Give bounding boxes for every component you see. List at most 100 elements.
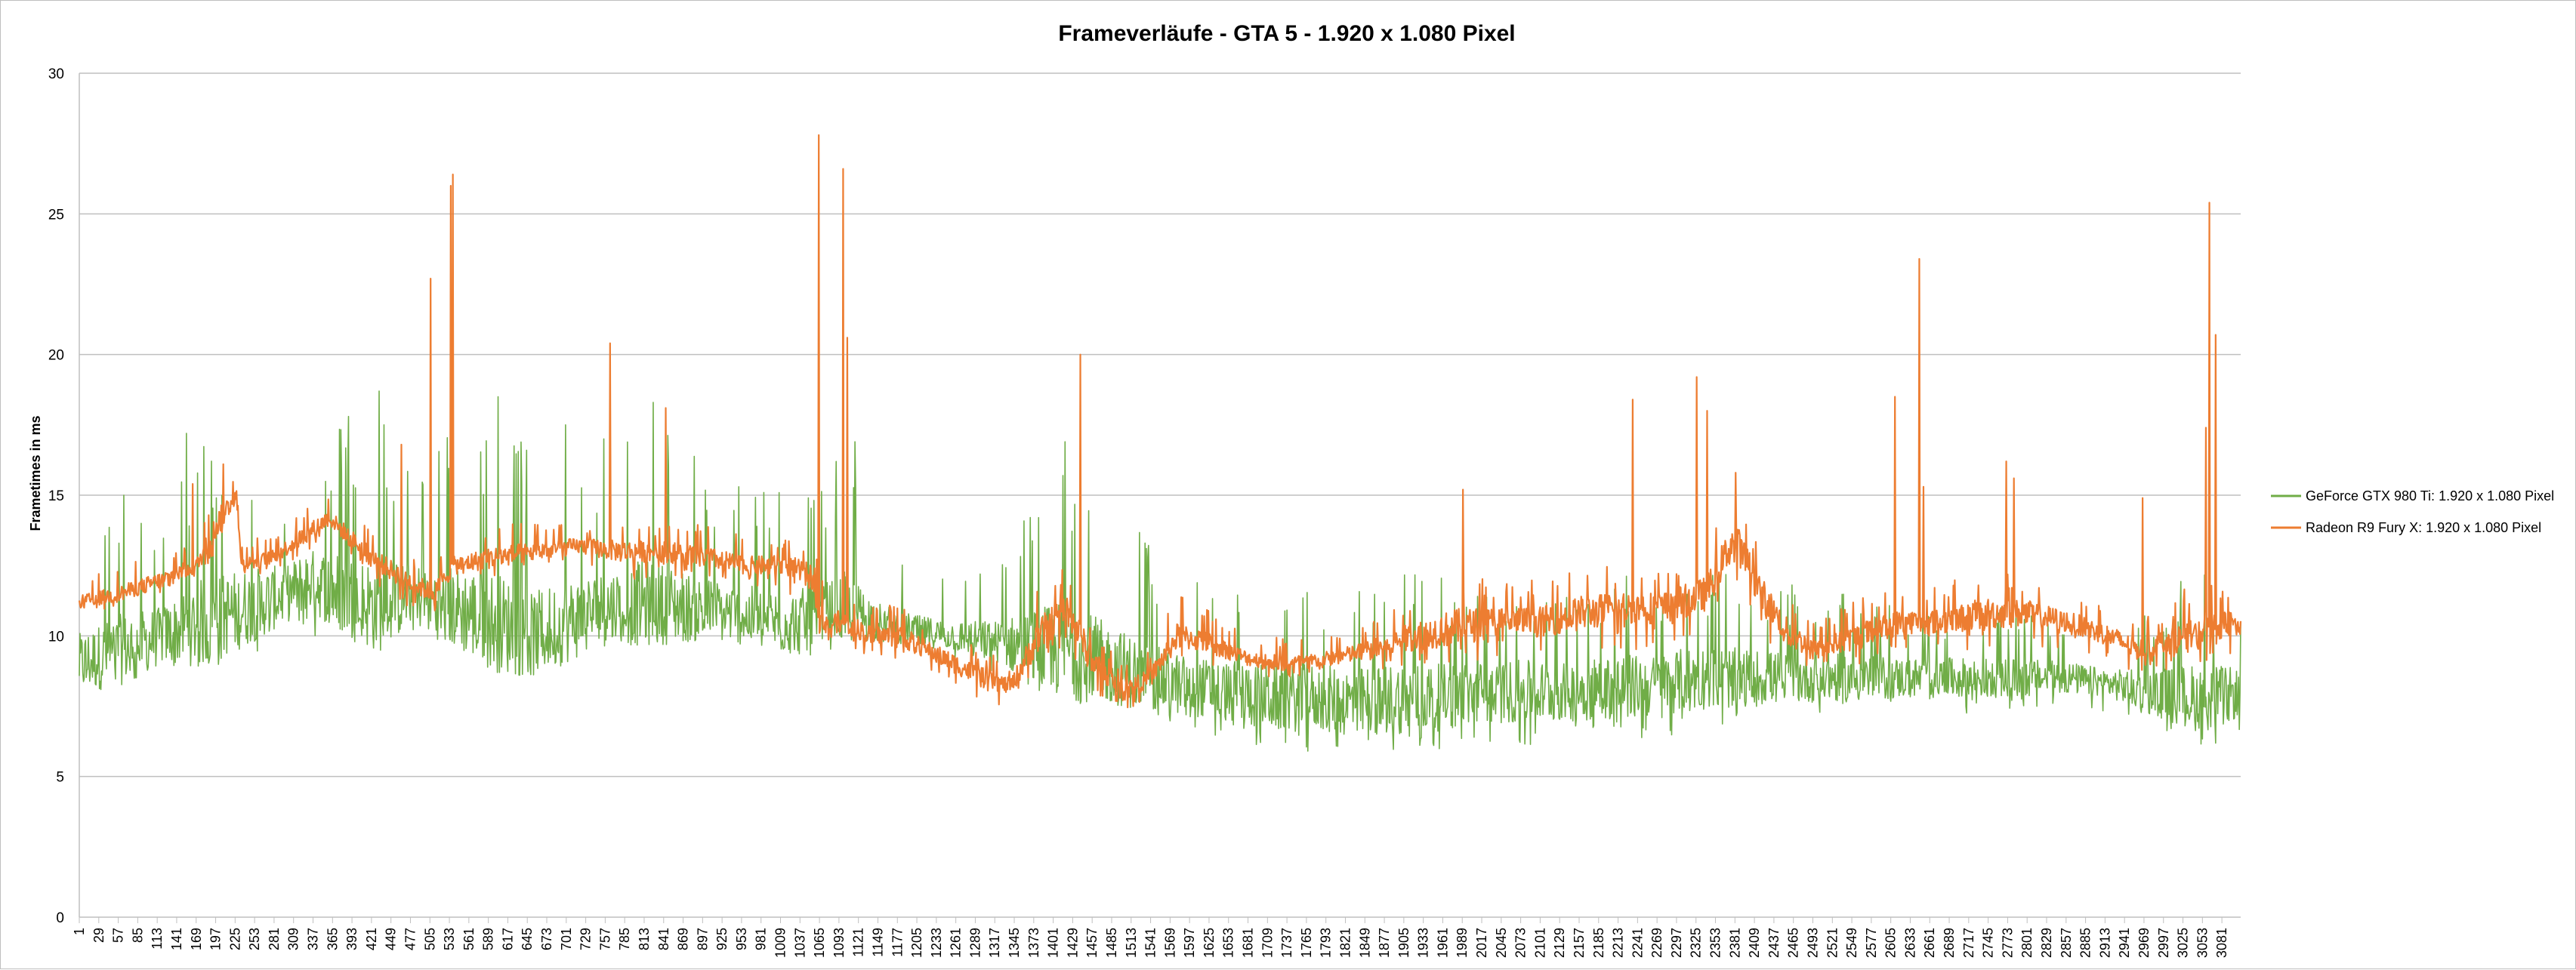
x-tick-label: 2017: [1474, 928, 1489, 958]
x-tick-label: 2941: [2117, 928, 2132, 958]
x-tick-label: 1373: [1026, 928, 1041, 958]
x-tick-label: 1: [72, 928, 87, 935]
series-line-radeon: [78, 134, 2242, 709]
x-tick-label: 1177: [890, 928, 905, 957]
y-tick-label: 15: [48, 488, 64, 504]
x-tick-label: 113: [150, 928, 165, 950]
x-tick-label: 2241: [1630, 928, 1645, 958]
x-tick-label: 2773: [2000, 928, 2015, 958]
x-tick-label: 813: [637, 928, 652, 950]
x-tick-label: 449: [384, 928, 399, 950]
x-tick-label: 1233: [929, 928, 944, 958]
x-tick-label: 2801: [2019, 928, 2035, 958]
x-tick-label: 57: [111, 928, 126, 943]
x-tick-label: 617: [500, 928, 515, 950]
x-tick-label: 1317: [987, 928, 1002, 958]
x-tick-label: 1737: [1279, 928, 1294, 958]
x-tick-label: 701: [559, 928, 574, 950]
x-tick-label: 2549: [1844, 928, 1859, 958]
x-tick-label: 2577: [1864, 928, 1879, 958]
series-lines: [78, 134, 2242, 752]
x-tick-label: 505: [422, 928, 437, 950]
x-tick-label: 1093: [831, 928, 847, 958]
x-tick-label: 981: [754, 928, 769, 950]
x-tick-label: 2157: [1572, 928, 1587, 958]
x-tick-label: 2325: [1689, 928, 1704, 958]
x-tick-label: 3053: [2195, 928, 2210, 958]
x-tick-label: 533: [442, 928, 457, 950]
y-tick-label: 0: [56, 910, 64, 926]
x-tick-label: 337: [306, 928, 321, 950]
x-tick-label: 2073: [1513, 928, 1529, 958]
x-tick-label: 3081: [2214, 928, 2229, 958]
x-tick-label: 2129: [1552, 928, 1567, 958]
x-tick-label: 1289: [967, 928, 983, 958]
legend-label: GeForce GTX 980 Ti: 1.920 x 1.080 Pixel: [2306, 488, 2554, 503]
x-tick-label: 1709: [1260, 928, 1275, 958]
x-tick-label: 1065: [812, 928, 827, 958]
x-tick-label: 1989: [1455, 928, 1470, 958]
x-tick-label: 253: [247, 928, 262, 950]
x-tick-label: 589: [481, 928, 496, 950]
x-tick-label: 1961: [1435, 928, 1450, 958]
x-tick-label: 1037: [792, 928, 807, 958]
x-tick-label: 1933: [1416, 928, 1431, 958]
x-tick-label: 1625: [1202, 928, 1217, 958]
x-tick-label: 1569: [1162, 928, 1177, 958]
x-tick-label: 841: [656, 928, 671, 950]
x-tick-label: 1009: [773, 928, 788, 958]
x-tick-label: 1485: [1104, 928, 1119, 958]
x-tick-label: 1821: [1337, 928, 1353, 958]
x-tick-label: 925: [714, 928, 730, 950]
x-tick-label: 1429: [1065, 928, 1080, 958]
x-tick-label: 2829: [2039, 928, 2054, 958]
x-tick-label: 1681: [1241, 928, 1256, 958]
x-tick-label: 2857: [2059, 928, 2074, 958]
x-tick-label: 2997: [2156, 928, 2171, 958]
x-tick-label: 729: [578, 928, 594, 950]
x-tick-label: 1877: [1377, 928, 1392, 958]
x-tick-label: 1457: [1084, 928, 1100, 958]
x-axis-ticks: 1 29 57 85 113 141 169 197 225 253 281 309 337 365 393…: [72, 917, 2229, 958]
y-tick-label: 30: [48, 66, 64, 82]
x-tick-label: 1261: [949, 928, 964, 958]
x-tick-label: 2521: [1825, 928, 1840, 958]
x-tick-label: 785: [617, 928, 632, 950]
x-tick-label: 3025: [2176, 928, 2191, 958]
x-tick-label: 1849: [1357, 928, 1372, 958]
x-tick-label: 1597: [1182, 928, 1197, 958]
x-tick-label: 1345: [1007, 928, 1022, 958]
y-tick-label: 20: [48, 348, 64, 364]
x-tick-label: 2661: [1922, 928, 1937, 958]
x-tick-label: 2717: [1961, 928, 1976, 958]
x-tick-label: 1905: [1396, 928, 1411, 958]
x-tick-label: 2913: [2097, 928, 2112, 958]
x-tick-label: 1653: [1221, 928, 1236, 958]
x-tick-label: 2465: [1786, 928, 1801, 958]
x-tick-label: 1205: [909, 928, 924, 958]
legend: GeForce GTX 980 Ti: 1.920 x 1.080 Pixel R…: [2271, 488, 2554, 535]
y-tick-label: 5: [56, 770, 64, 786]
x-tick-label: 2213: [1611, 928, 1626, 958]
x-tick-label: 169: [189, 928, 204, 950]
x-tick-label: 2353: [1708, 928, 1723, 958]
x-tick-label: 85: [130, 928, 145, 943]
x-tick-label: 477: [403, 928, 418, 950]
x-tick-label: 2297: [1669, 928, 1684, 958]
x-tick-label: 2269: [1649, 928, 1664, 958]
x-tick-label: 2745: [1981, 928, 1996, 958]
x-tick-label: 1793: [1319, 928, 1334, 958]
x-tick-label: 29: [91, 928, 106, 943]
x-tick-label: 2381: [1727, 928, 1742, 958]
x-tick-label: 281: [267, 928, 282, 950]
x-tick-label: 561: [461, 928, 477, 950]
x-tick-label: 2045: [1494, 928, 1509, 958]
x-tick-label: 1765: [1299, 928, 1314, 958]
x-tick-label: 2885: [2078, 928, 2093, 958]
x-tick-label: 1121: [851, 928, 866, 957]
x-tick-label: 225: [227, 928, 242, 950]
x-tick-label: 2689: [1942, 928, 1957, 958]
x-tick-label: 2633: [1902, 928, 1917, 958]
